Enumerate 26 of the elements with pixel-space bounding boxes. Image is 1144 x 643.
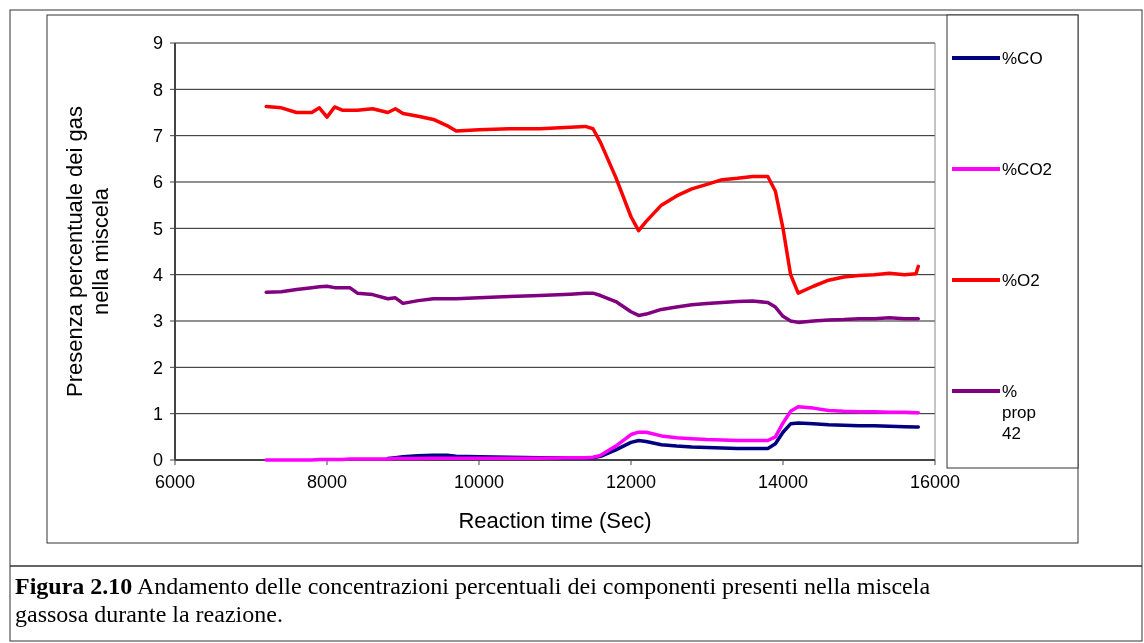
line-series xyxy=(264,104,921,295)
line-series xyxy=(264,284,921,325)
x-axis-title: Reaction time (Sec) xyxy=(458,508,652,533)
x-tick-label: 12000 xyxy=(605,472,657,492)
text: Figura 2.10 Andamento delle concentrazioni percentuali dei componenti presenti nella miscela gassosa durante la reazione. xyxy=(15,572,932,628)
legend-label: %CO xyxy=(1002,48,1043,68)
y-tick-label: 6 xyxy=(152,172,163,193)
y-tick-label: 1 xyxy=(152,403,163,424)
x-tick-label: 10000 xyxy=(453,472,505,492)
x-tick-label: 6000 xyxy=(154,472,196,492)
y-tick-label: 0 xyxy=(152,450,163,471)
y-tick-label: 5 xyxy=(152,218,163,239)
x-tick-label: 14000 xyxy=(757,472,809,492)
y-tick-label: 9 xyxy=(152,33,163,54)
y-tick-label: 7 xyxy=(152,125,163,146)
y-tick-label: 4 xyxy=(152,264,163,285)
legend-label: % prop 42 xyxy=(1002,381,1037,443)
y-axis-title: Presenza percentuale dei gas nella miscela xyxy=(62,105,113,398)
legend-label: %CO2 xyxy=(1002,159,1053,179)
y-tick-label: 2 xyxy=(152,357,163,378)
x-tick-label: 8000 xyxy=(306,472,348,492)
y-tick-label: 3 xyxy=(152,311,163,332)
x-tick-label: 16000 xyxy=(909,472,961,492)
y-tick-label: 8 xyxy=(152,79,163,100)
legend-label: %O2 xyxy=(1002,270,1040,290)
line-series xyxy=(264,404,921,462)
